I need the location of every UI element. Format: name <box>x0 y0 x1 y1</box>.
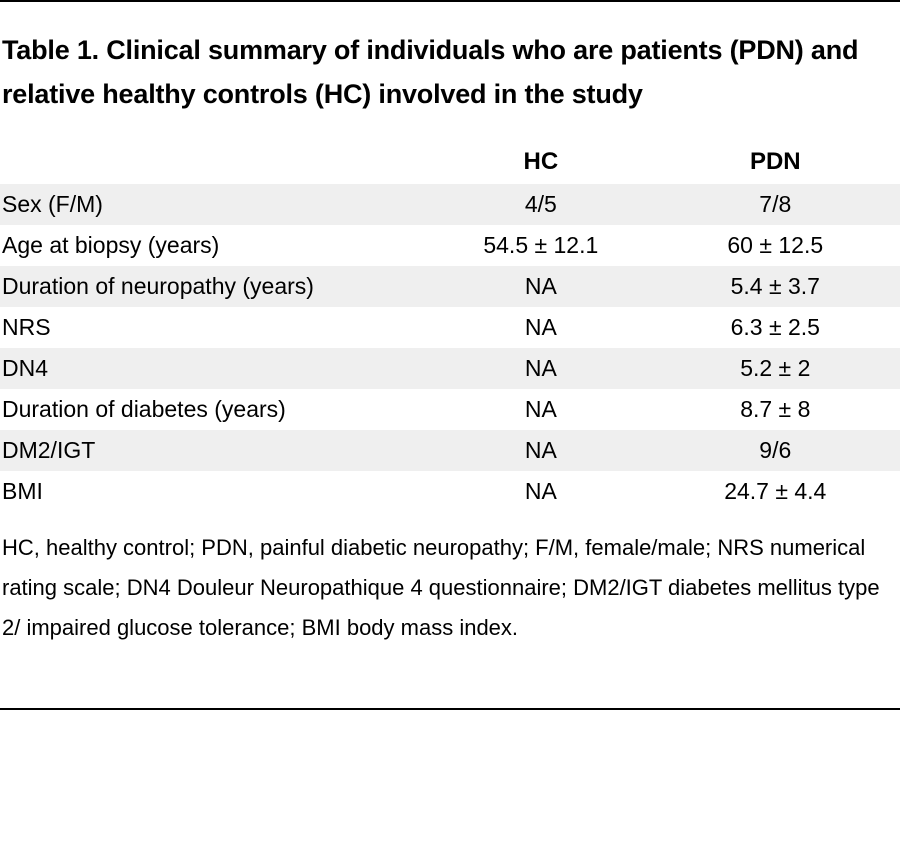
table-title: Table 1. Clinical summary of individuals… <box>2 35 859 109</box>
pdn-value: 7/8 <box>650 184 900 225</box>
table-row: DM2/IGT NA 9/6 <box>0 430 900 471</box>
bottom-rule <box>0 708 900 710</box>
hc-value: NA <box>524 478 557 504</box>
row-label: Duration of diabetes (years) <box>2 396 286 422</box>
table-row: BMI NA 24.7 ± 4.4 <box>0 471 900 512</box>
table-row: Duration of diabetes (years) NA 8.7 ± 8 <box>0 389 900 430</box>
hc-value: NA <box>524 314 557 340</box>
row-label: Duration of neuropathy (years) <box>0 266 432 307</box>
pdn-value: 9/6 <box>650 430 900 471</box>
pdn-value: 60 ± 12.5 <box>727 232 824 258</box>
row-label: Age at biopsy (years) <box>2 232 220 258</box>
table-row: DN4 NA 5.2 ± 2 <box>0 348 900 389</box>
hc-value: NA <box>431 348 651 389</box>
row-label: DN4 <box>0 348 432 389</box>
pdn-value: 5.2 ± 2 <box>650 348 900 389</box>
hc-value: 54.5 ± 12.1 <box>483 232 599 258</box>
header-pdn: PDN <box>749 148 801 175</box>
hc-value: NA <box>431 430 651 471</box>
hc-value: NA <box>431 266 651 307</box>
top-rule <box>0 0 900 2</box>
pdn-value: 6.3 ± 2.5 <box>730 314 820 340</box>
clinical-summary-table: HC PDN Sex (F/M) 4/5 7/8 Age at biopsy (… <box>0 140 900 512</box>
table-row: Duration of neuropathy (years) NA 5.4 ± … <box>0 266 900 307</box>
table-row: NRS NA 6.3 ± 2.5 <box>0 307 900 348</box>
table-row: Age at biopsy (years) 54.5 ± 12.1 60 ± 1… <box>0 225 900 266</box>
pdn-value: 24.7 ± 4.4 <box>724 478 827 504</box>
pdn-value: 5.4 ± 3.7 <box>650 266 900 307</box>
table-row: Sex (F/M) 4/5 7/8 <box>0 184 900 225</box>
header-hc: HC <box>523 148 559 175</box>
header-row: HC PDN <box>0 140 900 184</box>
pdn-value: 8.7 ± 8 <box>740 396 811 422</box>
row-label: Sex (F/M) <box>0 184 432 225</box>
row-label: NRS <box>2 314 51 340</box>
row-label: BMI <box>2 478 43 504</box>
table-footnote: HC, healthy control; PDN, painful diabet… <box>2 535 880 640</box>
hc-value: NA <box>524 396 557 422</box>
hc-value: 4/5 <box>431 184 651 225</box>
header-label-column <box>0 140 431 184</box>
row-label: DM2/IGT <box>0 430 432 471</box>
